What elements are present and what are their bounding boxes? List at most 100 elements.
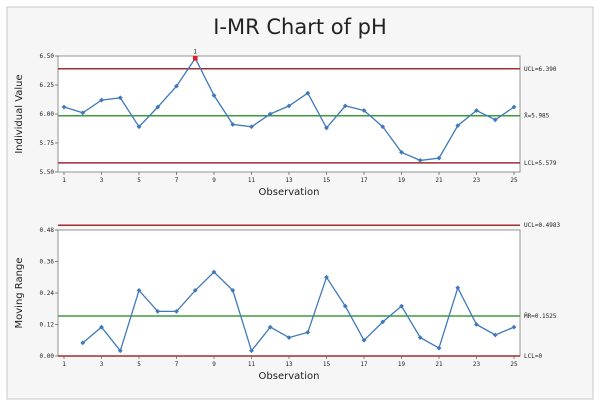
- i-chart-x-tick-label: 9: [212, 177, 216, 184]
- i-chart-data-point: [117, 95, 123, 101]
- i-chart-data-point: [380, 124, 386, 130]
- i-chart-x-tick-label: 13: [285, 177, 293, 184]
- i-chart-data-point: [80, 110, 86, 116]
- i-chart-data-point: [417, 158, 423, 163]
- mr-chart-data-point: [230, 287, 236, 293]
- i-chart-ucl-label: UCL=6.390: [524, 66, 557, 73]
- i-chart-y-axis-label: Individual Value: [14, 74, 25, 153]
- mr-chart-ucl-label: UCL=0.4983: [524, 222, 561, 229]
- i-chart-data-point: [211, 93, 217, 98]
- mr-chart-y-axis-label: Moving Range: [14, 257, 25, 328]
- i-chart-data-point: [324, 125, 329, 131]
- mr-chart-y-tick-label: 0.24: [40, 290, 55, 297]
- mr-chart-series-line: [82, 271, 515, 353]
- i-chart-data-point: [249, 124, 254, 130]
- mr-chart-center-label: M̄R=0.1525: [524, 313, 557, 320]
- mr-chart-data-point: [155, 308, 161, 314]
- mr-chart-data-point: [211, 269, 217, 275]
- mr-chart-data-point: [192, 287, 198, 293]
- mr-chart-x-tick-label: 23: [473, 361, 481, 368]
- mr-chart-y-tick-label: 0.00: [40, 353, 55, 360]
- mr-chart-x-tick-label: 21: [435, 361, 443, 368]
- i-chart-center-label: X̄=5.985: [524, 113, 550, 120]
- mr-chart-data-point: [80, 340, 86, 346]
- i-chart-x-tick-label: 17: [360, 177, 368, 184]
- i-chart-x-tick-label: 23: [473, 177, 481, 184]
- i-chart-data-point: [455, 123, 461, 128]
- mr-chart-data-point: [267, 324, 273, 330]
- chart-title: I-MR Chart of pH: [213, 15, 387, 39]
- mr-chart-y-tick-label: 0.48: [40, 227, 55, 234]
- i-chart-data-point: [511, 104, 517, 110]
- i-chart-x-tick-label: 11: [248, 177, 256, 184]
- i-chart-y-tick-label: 5.75: [40, 140, 55, 147]
- mr-chart-lcl-label: LCL=0: [524, 353, 542, 360]
- i-chart-data-point: [436, 155, 442, 161]
- i-chart-x-axis-label: Observation: [259, 187, 320, 198]
- mr-chart-x-tick-label: 3: [100, 361, 104, 368]
- mr-chart-data-point: [474, 322, 479, 327]
- mr-chart-data-point: [136, 287, 142, 293]
- i-chart-data-point: [267, 111, 273, 117]
- mr-chart-x-axis-label: Observation: [259, 371, 320, 382]
- i-chart-data-point: [174, 83, 179, 89]
- mr-chart-data-point: [417, 335, 423, 341]
- mr-chart-y-tick-label: 0.12: [40, 322, 55, 329]
- mr-chart-x-tick-label: 7: [175, 361, 179, 368]
- mr-chart-data-point: [305, 329, 311, 335]
- i-chart-data-point: [136, 124, 142, 130]
- i-chart-lcl-label: LCL=5.579: [524, 160, 557, 167]
- mr-chart-data-point: [399, 303, 404, 309]
- mr-chart-data-point: [492, 332, 498, 338]
- i-chart-data-point: [305, 90, 311, 96]
- mr-chart-x-tick-label: 19: [398, 361, 406, 368]
- i-chart-x-tick-label: 3: [100, 177, 104, 184]
- mr-chart-x-tick-label: 5: [137, 361, 141, 368]
- mr-chart-data-point: [380, 319, 386, 325]
- mr-chart-data-point: [436, 345, 442, 351]
- mr-chart-data-point: [286, 335, 292, 341]
- i-chart-y-tick-label: 6.50: [40, 53, 55, 60]
- mr-chart-x-tick-label: 15: [323, 361, 331, 368]
- i-chart-x-tick-label: 25: [510, 177, 518, 184]
- mr-chart-data-point: [174, 308, 179, 314]
- mr-chart-y-tick-label: 0.36: [40, 259, 55, 266]
- mr-chart-x-tick-label: 17: [360, 361, 368, 368]
- mr-chart-x-tick-label: 1: [62, 361, 66, 368]
- mr-chart-data-point: [511, 324, 517, 330]
- i-chart-data-point: [155, 104, 161, 110]
- i-chart-x-tick-label: 1: [62, 177, 66, 184]
- i-chart-data-point: [230, 122, 236, 127]
- moving-range-plot: UCL=0.4983 M̄R=0.1525 LCL=0 0.00 0.12 0.24 0.3…: [14, 222, 561, 382]
- mr-chart-data-point: [249, 348, 254, 354]
- mr-chart-data-point: [324, 274, 329, 280]
- i-chart-x-tick-label: 15: [323, 177, 331, 184]
- mr-chart-data-point: [99, 324, 104, 330]
- i-chart-data-point: [399, 149, 404, 155]
- i-chart-data-point: [474, 108, 479, 113]
- i-chart-x-tick-label: 19: [398, 177, 406, 184]
- i-chart-x-tick-label: 21: [435, 177, 443, 184]
- i-chart-data-point: [361, 108, 367, 113]
- mr-chart-data-point: [361, 337, 367, 343]
- i-chart-x-tick-label: 7: [175, 177, 179, 184]
- mr-chart-x-tick-label: 13: [285, 361, 293, 368]
- i-chart-flagged-point: [192, 56, 198, 61]
- mr-chart-data-point: [117, 348, 123, 354]
- mr-chart-data-point: [455, 285, 461, 291]
- individual-value-plot: UCL=6.390 X̄=5.985 LCL=5.579 5.50 5.75 6.00 6.…: [14, 48, 557, 198]
- i-chart-data-point: [61, 104, 67, 110]
- i-chart-y-tick-label: 6.00: [40, 111, 55, 118]
- mr-chart-data-point: [342, 303, 348, 309]
- i-chart-data-point: [99, 97, 104, 103]
- i-chart-data-point: [286, 103, 292, 109]
- mr-chart-x-tick-label: 25: [510, 361, 518, 368]
- mr-chart-x-tick-label: 9: [212, 361, 216, 368]
- i-chart-data-point: [342, 103, 348, 109]
- mr-chart-x-tick-label: 11: [248, 361, 256, 368]
- i-chart-flag-label: 1: [193, 48, 197, 55]
- i-chart-plot-area: [57, 55, 521, 173]
- i-chart-x-tick-label: 5: [137, 177, 141, 184]
- i-chart-y-tick-label: 6.25: [40, 82, 55, 89]
